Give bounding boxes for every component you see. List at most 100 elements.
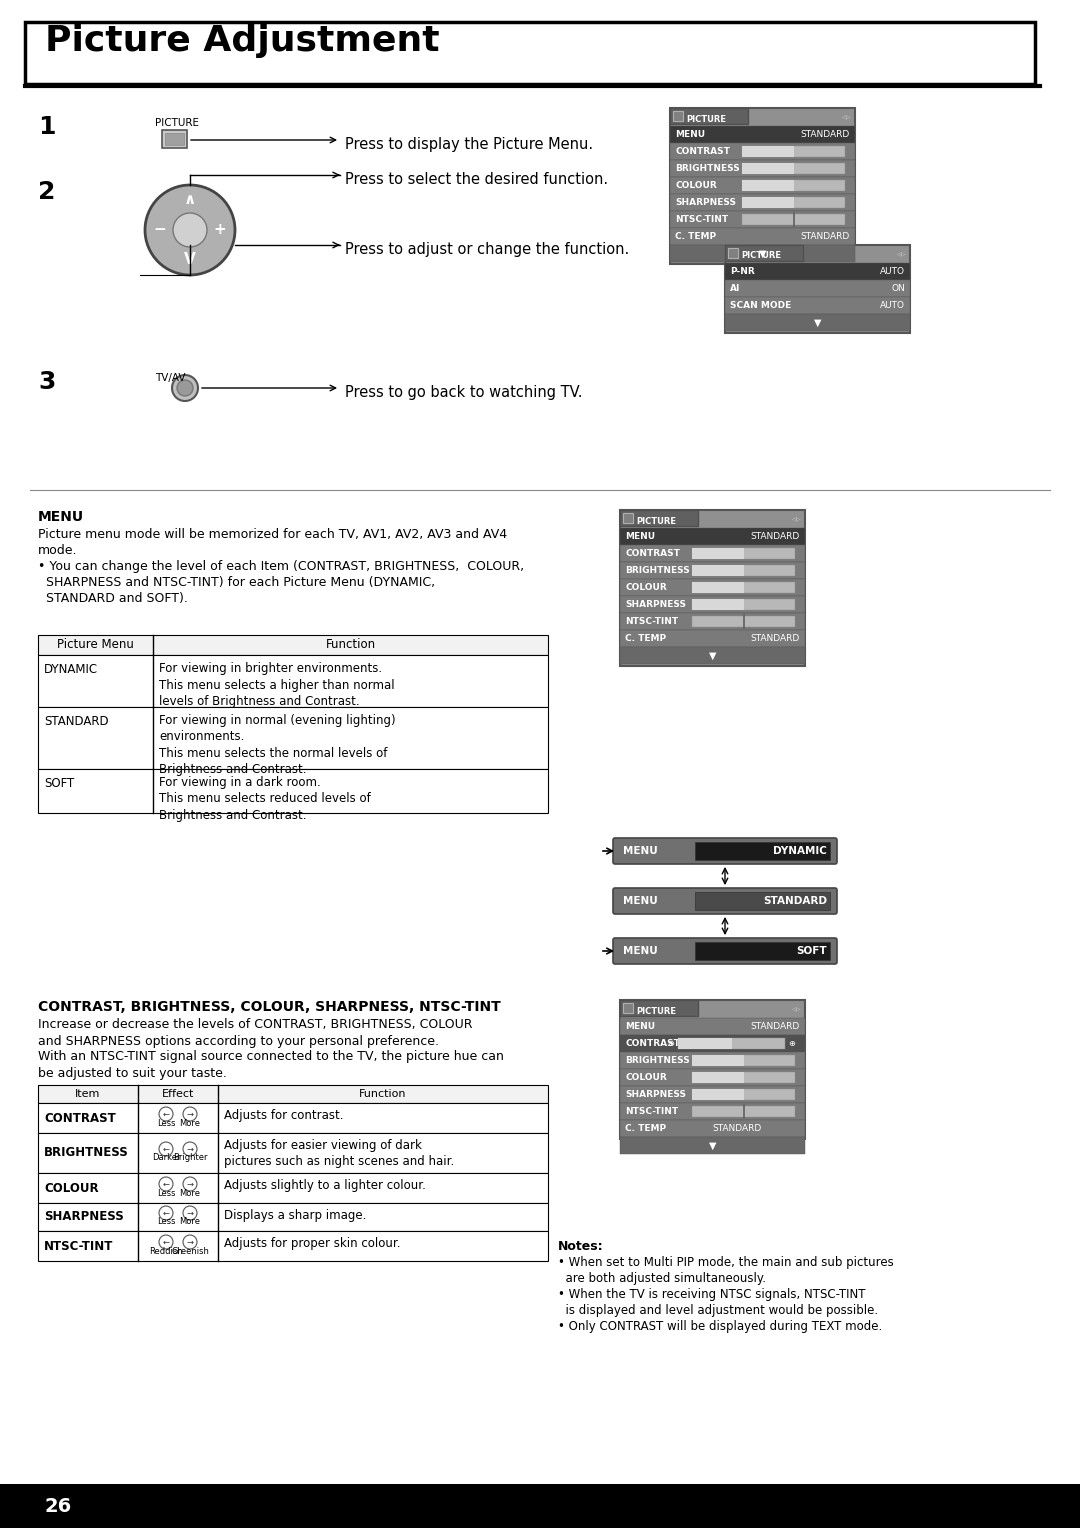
Bar bbox=[728, 248, 738, 258]
Bar bbox=[692, 565, 743, 576]
Bar bbox=[742, 180, 794, 191]
Text: ▼: ▼ bbox=[708, 651, 716, 660]
Bar bbox=[742, 163, 794, 174]
Bar bbox=[620, 1034, 805, 1051]
Bar bbox=[692, 1054, 743, 1067]
Bar bbox=[620, 1103, 805, 1120]
Bar bbox=[38, 1174, 548, 1203]
Text: Increase or decrease the levels of CONTRAST, BRIGHTNESS, COLOUR
and SHARPNESS op: Increase or decrease the levels of CONTR… bbox=[38, 1018, 473, 1048]
Text: Brighter: Brighter bbox=[173, 1154, 207, 1163]
Text: Less: Less bbox=[157, 1118, 175, 1128]
Text: V: V bbox=[184, 252, 195, 267]
Bar bbox=[692, 1106, 795, 1117]
Circle shape bbox=[159, 1106, 173, 1122]
Circle shape bbox=[172, 374, 198, 400]
Bar bbox=[692, 1089, 743, 1100]
Bar bbox=[670, 108, 748, 124]
Text: MENU: MENU bbox=[625, 532, 656, 541]
Text: MENU: MENU bbox=[675, 130, 705, 139]
Bar bbox=[670, 194, 855, 211]
Text: C. TEMP: C. TEMP bbox=[675, 232, 716, 241]
Text: Press to adjust or change the function.: Press to adjust or change the function. bbox=[345, 241, 630, 257]
Bar bbox=[38, 656, 548, 707]
Text: is displayed and level adjustment would be possible.: is displayed and level adjustment would … bbox=[558, 1303, 878, 1317]
Bar bbox=[692, 599, 795, 610]
Bar bbox=[620, 630, 805, 646]
Bar bbox=[692, 616, 795, 626]
Bar bbox=[670, 108, 855, 264]
Text: C. TEMP: C. TEMP bbox=[625, 634, 666, 643]
Bar bbox=[670, 144, 855, 160]
Text: →: → bbox=[187, 1180, 193, 1189]
Text: COLOUR: COLOUR bbox=[625, 584, 666, 591]
Bar bbox=[620, 510, 698, 526]
Bar bbox=[162, 130, 187, 148]
Text: AI: AI bbox=[730, 284, 741, 293]
Text: STANDARD: STANDARD bbox=[751, 634, 800, 643]
Text: STANDARD: STANDARD bbox=[800, 130, 850, 139]
Text: ←: ← bbox=[162, 1109, 170, 1118]
Text: • You can change the level of each Item (CONTRAST, BRIGHTNESS,  COLOUR,
  SHARPN: • You can change the level of each Item … bbox=[38, 559, 524, 605]
Text: PICTURE: PICTURE bbox=[636, 1007, 676, 1016]
FancyBboxPatch shape bbox=[613, 888, 837, 914]
Text: PICTURE: PICTURE bbox=[156, 118, 199, 128]
Bar bbox=[35, 28, 1045, 90]
Text: 26: 26 bbox=[45, 1496, 72, 1516]
Circle shape bbox=[183, 1235, 197, 1248]
Text: • When set to Multi PIP mode, the main and sub pictures: • When set to Multi PIP mode, the main a… bbox=[558, 1256, 894, 1268]
Text: CONTRAST, BRIGHTNESS, COLOUR, SHARPNESS, NTSC-TINT: CONTRAST, BRIGHTNESS, COLOUR, SHARPNESS,… bbox=[38, 999, 501, 1015]
Circle shape bbox=[159, 1177, 173, 1190]
Text: STANDARD: STANDARD bbox=[751, 532, 800, 541]
Text: For viewing in brighter environments.
This menu selects a higher than normal
lev: For viewing in brighter environments. Th… bbox=[159, 662, 394, 707]
Text: SOFT: SOFT bbox=[796, 946, 827, 957]
Bar bbox=[0, 1484, 1080, 1528]
Text: C. TEMP: C. TEMP bbox=[625, 1125, 666, 1132]
Text: ∧: ∧ bbox=[184, 193, 197, 208]
Text: Reddish: Reddish bbox=[149, 1247, 183, 1256]
Ellipse shape bbox=[173, 212, 207, 248]
Text: Notes:: Notes: bbox=[558, 1241, 604, 1253]
Text: 1: 1 bbox=[38, 115, 55, 139]
Text: Effect: Effect bbox=[162, 1089, 194, 1099]
Bar bbox=[696, 842, 831, 860]
Circle shape bbox=[159, 1206, 173, 1219]
Bar bbox=[670, 211, 855, 228]
Text: For viewing in a dark room.
This menu selects reduced levels of
Brightness and C: For viewing in a dark room. This menu se… bbox=[159, 776, 370, 822]
Text: NTSC-TINT: NTSC-TINT bbox=[625, 1106, 678, 1115]
Bar bbox=[692, 1073, 743, 1083]
Text: DYNAMIC: DYNAMIC bbox=[773, 847, 827, 856]
Bar bbox=[725, 296, 910, 313]
Bar bbox=[692, 599, 743, 610]
Text: For viewing in normal (evening lighting)
environments.
This menu selects the nor: For viewing in normal (evening lighting)… bbox=[159, 714, 395, 776]
Text: PICTURE: PICTURE bbox=[636, 516, 676, 526]
Bar bbox=[620, 613, 805, 630]
Bar bbox=[620, 1051, 805, 1070]
Text: STANDARD: STANDARD bbox=[800, 232, 850, 241]
Text: DYNAMIC: DYNAMIC bbox=[44, 663, 98, 675]
Text: NTSC-TINT: NTSC-TINT bbox=[675, 215, 728, 225]
Text: SHARPNESS: SHARPNESS bbox=[625, 1089, 686, 1099]
Bar bbox=[742, 197, 845, 208]
Bar bbox=[742, 163, 845, 174]
Text: Picture menu mode will be memorized for each TV, AV1, AV2, AV3 and AV4
mode.: Picture menu mode will be memorized for … bbox=[38, 529, 508, 558]
Bar bbox=[692, 1089, 795, 1100]
Text: −: − bbox=[153, 223, 166, 237]
Bar bbox=[678, 1038, 785, 1050]
Text: +: + bbox=[214, 223, 227, 237]
Text: Greenish: Greenish bbox=[171, 1247, 208, 1256]
Bar bbox=[673, 112, 683, 121]
Circle shape bbox=[159, 1141, 173, 1157]
Circle shape bbox=[177, 380, 193, 396]
Text: ◁▷: ◁▷ bbox=[792, 518, 801, 523]
Text: SCAN MODE: SCAN MODE bbox=[730, 301, 792, 310]
Text: CONTRAST: CONTRAST bbox=[675, 147, 730, 156]
Text: Displays a sharp image.: Displays a sharp image. bbox=[224, 1209, 366, 1222]
Text: CONTRAST: CONTRAST bbox=[44, 1111, 116, 1125]
Bar bbox=[725, 313, 910, 332]
Text: Picture Menu: Picture Menu bbox=[57, 639, 134, 651]
Text: ←: ← bbox=[162, 1209, 170, 1218]
Circle shape bbox=[183, 1141, 197, 1157]
Circle shape bbox=[183, 1177, 197, 1190]
Bar bbox=[670, 160, 855, 177]
Bar bbox=[692, 1073, 795, 1083]
